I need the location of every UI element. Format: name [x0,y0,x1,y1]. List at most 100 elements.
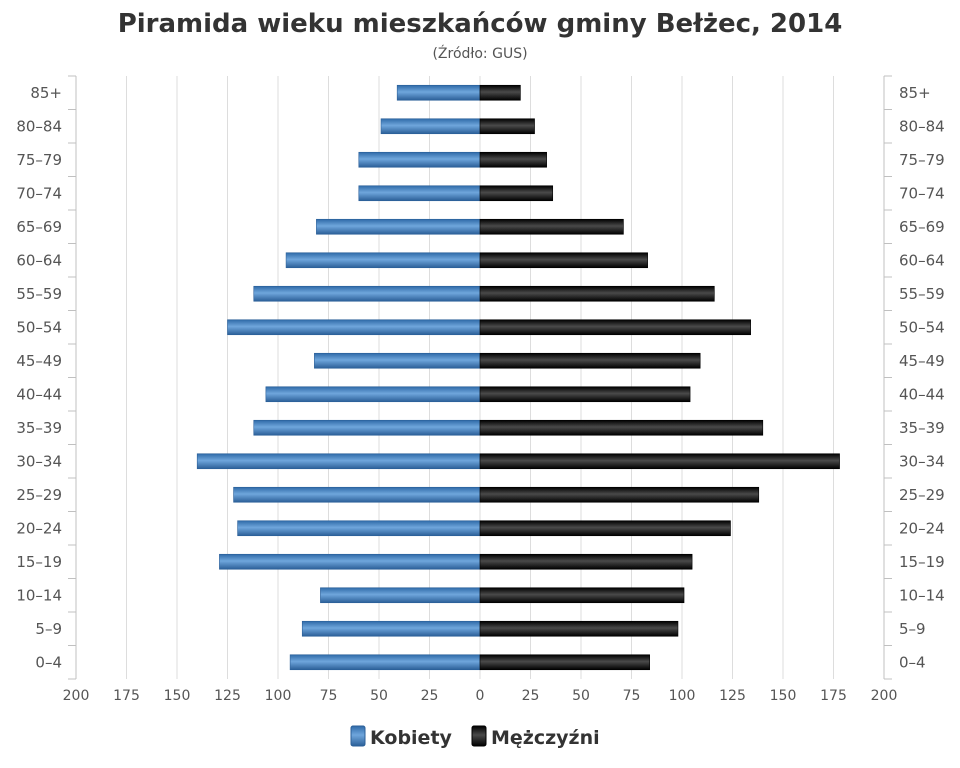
y-tick-label-left: 10–14 [16,586,62,604]
legend-label-kobiety: Kobiety [370,727,453,749]
bar-kobiety-0[interactable] [396,84,481,101]
legend-item-mezczyzni[interactable]: Mężczyźni [471,725,600,749]
x-tick-label: 25 [421,688,439,704]
y-tick-label-right: 5–9 [899,620,926,638]
bar-mezczyzni-3[interactable] [479,185,554,202]
bar-mezczyzni-4[interactable] [479,218,624,235]
bar-kobiety-8[interactable] [314,352,481,369]
legend-item-kobiety[interactable]: Kobiety [350,725,453,749]
x-tick-label: 200 [871,688,898,704]
y-tick-label-right: 45–49 [899,352,945,370]
y-tick-label-right: 70–74 [899,184,945,202]
bar-kobiety-3[interactable] [358,185,481,202]
y-tick-label-right: 35–39 [899,419,945,437]
y-tick-label-right: 55–59 [899,285,945,303]
bar-mezczyzni-16[interactable] [479,620,679,637]
y-tick-label-right: 25–29 [899,486,945,504]
y-tick-label-left: 40–44 [16,385,62,403]
x-tick-label: 150 [164,688,191,704]
y-tick-label-right: 60–64 [899,251,945,269]
x-tick-label: 100 [669,688,696,704]
chart-title: Piramida wieku mieszkańców gminy Bełżec,… [118,9,843,39]
bar-kobiety-11[interactable] [196,453,481,470]
x-tick-label: 50 [370,688,388,704]
y-tick-label-right: 30–34 [899,452,945,470]
bar-mezczyzni-11[interactable] [479,453,840,470]
y-axis-right-labels: 85+ 80–84 75–79 70–74 65–69 60–64 55–59 50–54 45… [899,84,945,672]
y-tick-label-left: 80–84 [16,117,62,135]
bar-kobiety-1[interactable] [380,118,481,135]
x-tick-label: 175 [113,688,140,704]
y-tick-label-left: 65–69 [16,218,62,236]
y-tick-label-left: 50–54 [16,318,62,336]
x-tick-label: 75 [320,688,338,704]
legend: Kobiety Mężczyźni [350,725,600,749]
bar-mezczyzni-12[interactable] [479,486,760,503]
bar-kobiety-14[interactable] [219,553,481,570]
x-tick-label: 175 [820,688,847,704]
legend-swatch-mezczyzni [471,725,487,747]
bar-mezczyzni-14[interactable] [479,553,693,570]
legend-swatch-kobiety [350,725,366,747]
x-tick-label: 100 [265,688,292,704]
y-tick-label-right: 10–14 [899,586,945,604]
axes [68,75,892,680]
y-tick-label-right: 20–24 [899,519,945,537]
bar-kobiety-10[interactable] [253,419,481,436]
y-tick-label-right: 65–69 [899,218,945,236]
x-tick-label: 50 [572,688,590,704]
bar-mezczyzni-9[interactable] [479,386,691,403]
bar-mezczyzni-7[interactable] [479,319,751,336]
y-tick-label-left: 25–29 [16,486,62,504]
bar-kobiety-6[interactable] [253,285,481,302]
y-tick-label-left: 75–79 [16,151,62,169]
bars-group [196,84,840,671]
y-tick-label-left: 0–4 [35,653,62,671]
x-tick-label: 200 [63,688,90,704]
bar-kobiety-13[interactable] [237,520,481,537]
y-tick-label-left: 60–64 [16,251,62,269]
bar-mezczyzni-1[interactable] [479,118,535,135]
x-tick-label: 150 [770,688,797,704]
bar-mezczyzni-15[interactable] [479,587,685,604]
y-tick-label-right: 40–44 [899,385,945,403]
x-tick-label: 125 [719,688,746,704]
bar-kobiety-4[interactable] [316,218,481,235]
bar-mezczyzni-0[interactable] [479,84,521,101]
y-tick-label-right: 50–54 [899,318,945,336]
bar-mezczyzni-13[interactable] [479,520,731,537]
chart-subtitle: (Źródło: GUS) [432,44,527,62]
bar-mezczyzni-2[interactable] [479,151,547,168]
y-tick-label-left: 5–9 [35,620,62,638]
y-tick-label-left: 55–59 [16,285,62,303]
x-tick-label: 125 [214,688,241,704]
bar-kobiety-7[interactable] [227,319,481,336]
bar-mezczyzni-6[interactable] [479,285,715,302]
y-tick-label-left: 85+ [30,84,62,102]
bar-kobiety-15[interactable] [320,587,481,604]
bar-mezczyzni-8[interactable] [479,352,701,369]
y-tick-label-right: 0–4 [899,653,926,671]
bar-kobiety-2[interactable] [358,151,481,168]
y-tick-label-right: 75–79 [899,151,945,169]
bar-kobiety-12[interactable] [233,486,481,503]
legend-label-mezczyzni: Mężczyźni [491,727,600,749]
bar-kobiety-5[interactable] [285,252,481,269]
bar-kobiety-16[interactable] [301,620,481,637]
x-tick-label: 75 [623,688,641,704]
bar-mezczyzni-5[interactable] [479,252,648,269]
bar-mezczyzni-10[interactable] [479,419,764,436]
y-tick-label-right: 80–84 [899,117,945,135]
x-tick-label: 25 [522,688,540,704]
bar-mezczyzni-17[interactable] [479,654,650,671]
y-tick-label-left: 35–39 [16,419,62,437]
y-tick-label-left: 15–19 [16,553,62,571]
y-tick-label-right: 85+ [899,84,931,102]
x-tick-label: 0 [476,688,485,704]
bar-kobiety-9[interactable] [265,386,481,403]
y-tick-label-left: 30–34 [16,452,62,470]
x-axis-labels: 200 175 150 125 100 75 50 25 0 25 50 75 100 125 150 175… [63,688,898,704]
bar-kobiety-17[interactable] [289,654,481,671]
y-axis-left-labels: 85+ 80–84 75–79 70–74 65–69 60–64 55–59 50–54 45… [16,84,62,672]
